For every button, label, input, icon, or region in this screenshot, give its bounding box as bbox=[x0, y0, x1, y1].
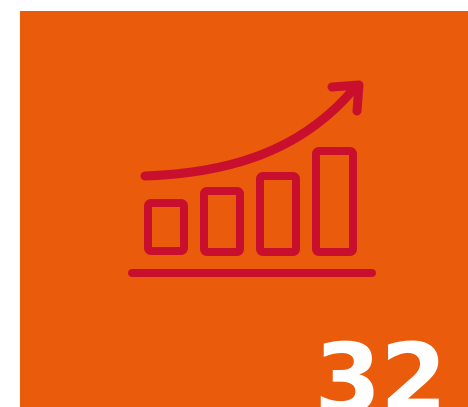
tile-number: 32 bbox=[314, 323, 447, 407]
arrow-head-icon bbox=[327, 80, 364, 116]
bar-icon-2 bbox=[200, 187, 244, 256]
bar-icon-4 bbox=[312, 147, 357, 256]
bar-icon-3 bbox=[256, 172, 300, 256]
tile-graphic bbox=[20, 11, 468, 407]
number-tile: 32 bbox=[20, 11, 468, 407]
trend-arrow-line-icon bbox=[140, 86, 357, 181]
growth-chart-icon bbox=[128, 80, 376, 277]
bar-icon-1 bbox=[144, 199, 188, 255]
